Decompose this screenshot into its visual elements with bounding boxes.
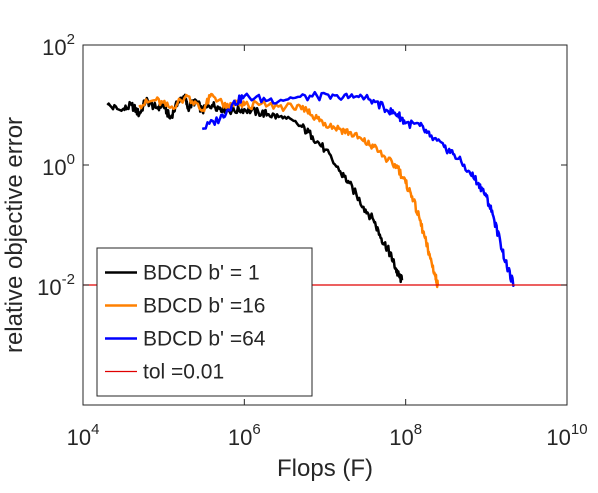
series-line-3: [201, 90, 515, 287]
x-tick-label: 106: [228, 421, 261, 450]
series-line-1: [106, 93, 404, 284]
legend-label: BDCD b' =16: [143, 295, 265, 318]
plot-area-frame: [82, 44, 568, 406]
y-tick-label: 102: [42, 31, 75, 60]
legend-label: BDCD b' = 1: [143, 262, 260, 285]
x-tick-label: 108: [389, 421, 422, 450]
x-axis-label: Flops (F): [277, 455, 373, 482]
x-tick-label: 104: [67, 421, 100, 450]
y-axis-label: relative objective error: [1, 117, 28, 353]
y-tick-label: 10-2: [37, 271, 75, 300]
legend: BDCD b' = 1 BDCD b' =16 BDCD b' =64 tol =0.…: [96, 247, 313, 397]
series-line-2: [138, 92, 440, 289]
y-tick-label: 100: [42, 151, 75, 180]
legend-label: BDCD b' =64: [143, 328, 266, 351]
x-tick-label: 1010: [546, 421, 587, 450]
axis-ticks: [82, 44, 568, 405]
axis-tick-labels: 104 106 108 1010 10-2 100 102: [37, 31, 587, 450]
legend-label: tol =0.01: [143, 361, 224, 384]
